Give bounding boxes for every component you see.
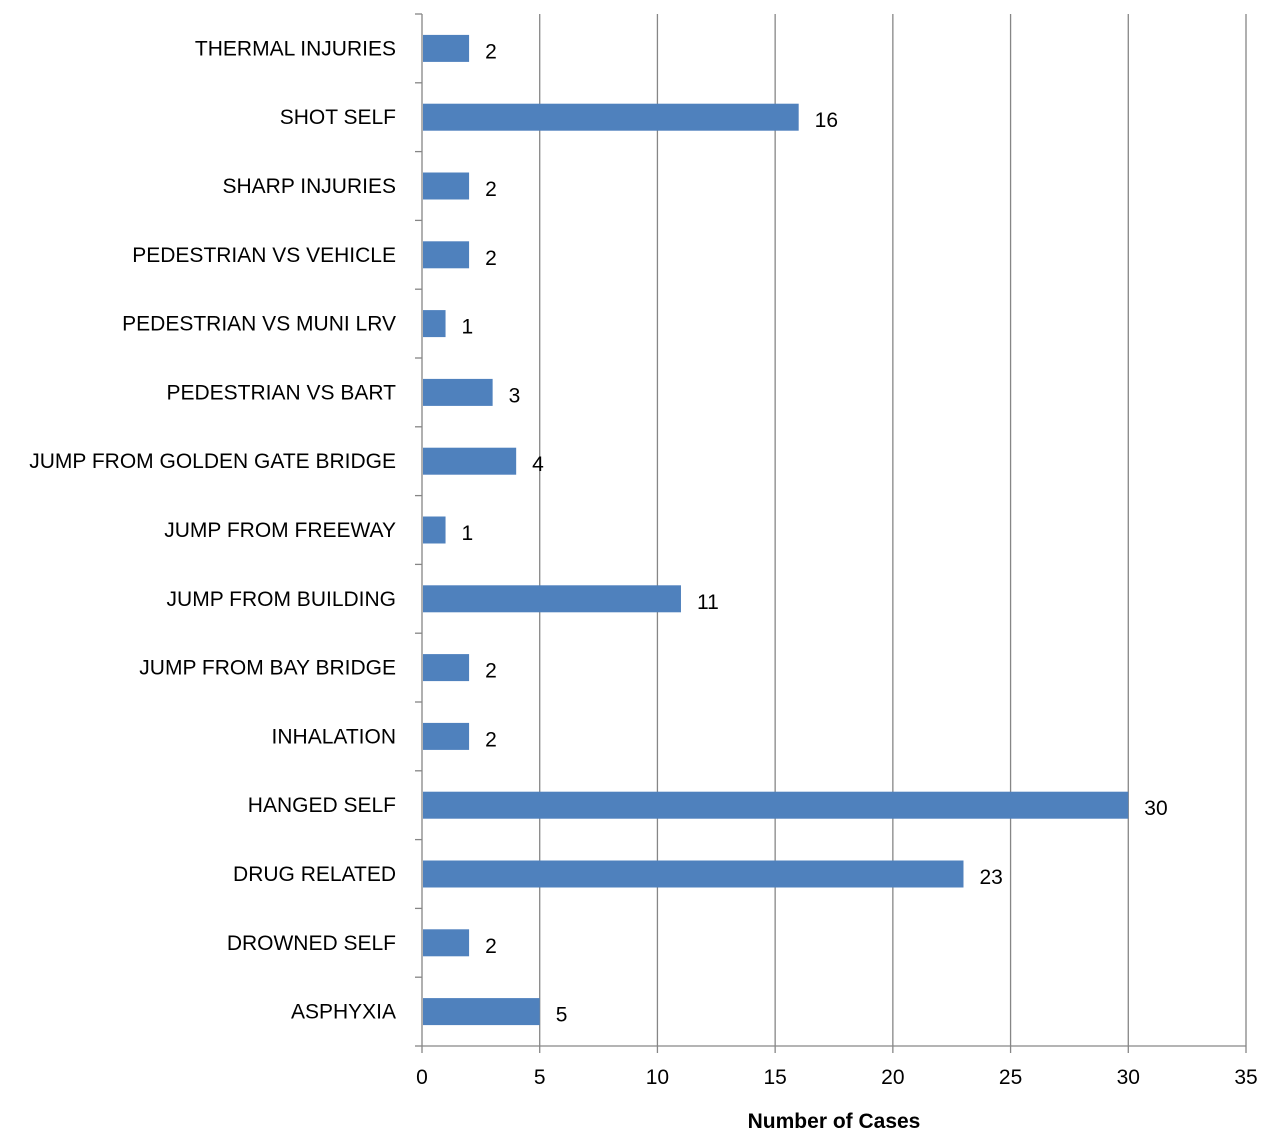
- category-label: THERMAL INJURIES: [195, 37, 396, 60]
- data-label: 2: [485, 935, 497, 958]
- bar: [423, 103, 799, 131]
- data-label: 2: [485, 660, 497, 683]
- data-label: 1: [462, 316, 474, 339]
- x-axis-title: Number of Cases: [748, 1110, 921, 1133]
- gridlines: [539, 14, 1247, 1046]
- x-tick-label: 15: [763, 1066, 786, 1089]
- data-label: 2: [485, 178, 497, 201]
- data-label: 1: [462, 522, 474, 545]
- labels: 0 5 10 15 20 25 30 35 ASPHYXIA 5 DROWNED SELF 2 DRUG…: [29, 37, 1257, 1089]
- data-label: 3: [509, 384, 521, 407]
- bar: [423, 998, 540, 1026]
- bar: [423, 791, 1129, 819]
- x-tick-label: 5: [534, 1066, 546, 1089]
- category-label: DRUG RELATED: [233, 863, 396, 886]
- category-label: DROWNED SELF: [227, 932, 396, 955]
- bar: [423, 310, 446, 338]
- category-label: ASPHYXIA: [291, 1001, 396, 1024]
- data-label: 16: [815, 109, 838, 132]
- data-label: 2: [485, 728, 497, 751]
- x-tick-label: 0: [416, 1066, 428, 1089]
- category-label: HANGED SELF: [248, 794, 396, 817]
- data-label: 11: [697, 591, 719, 614]
- category-label: SHARP INJURIES: [223, 175, 397, 198]
- category-label: PEDESTRIAN VS MUNI LRV: [122, 313, 396, 336]
- category-label: JUMP FROM FREEWAY: [164, 519, 396, 542]
- category-label: PEDESTRIAN VS BART: [166, 381, 396, 404]
- bar: [423, 172, 470, 200]
- category-label: INHALATION: [272, 725, 396, 748]
- bar: [423, 585, 681, 613]
- category-label: JUMP FROM BUILDING: [167, 588, 396, 611]
- bar: [423, 722, 470, 750]
- category-label: PEDESTRIAN VS VEHICLE: [132, 244, 396, 267]
- bar: [423, 860, 964, 888]
- x-tick-label: 25: [999, 1066, 1022, 1089]
- axes: [415, 13, 1247, 1053]
- bar: [423, 447, 517, 475]
- bar: [423, 378, 493, 406]
- category-label: JUMP FROM BAY BRIDGE: [139, 657, 396, 680]
- bars: [423, 34, 1129, 1026]
- data-label: 30: [1144, 797, 1167, 820]
- bar: [423, 516, 446, 544]
- x-tick-label: 20: [881, 1066, 904, 1089]
- bar: [423, 241, 470, 269]
- bar: [423, 34, 470, 62]
- x-tick-label: 10: [646, 1066, 669, 1089]
- x-tick-label: 35: [1234, 1066, 1257, 1089]
- data-label: 5: [556, 1004, 568, 1027]
- data-label: 4: [532, 453, 544, 476]
- category-label: JUMP FROM GOLDEN GATE BRIDGE: [29, 450, 396, 473]
- x-tick-label: 30: [1117, 1066, 1140, 1089]
- data-label: 2: [485, 40, 497, 63]
- category-label: SHOT SELF: [280, 106, 396, 129]
- data-label: 23: [979, 866, 1002, 889]
- bar: [423, 654, 470, 682]
- bar: [423, 929, 470, 957]
- data-label: 2: [485, 247, 497, 270]
